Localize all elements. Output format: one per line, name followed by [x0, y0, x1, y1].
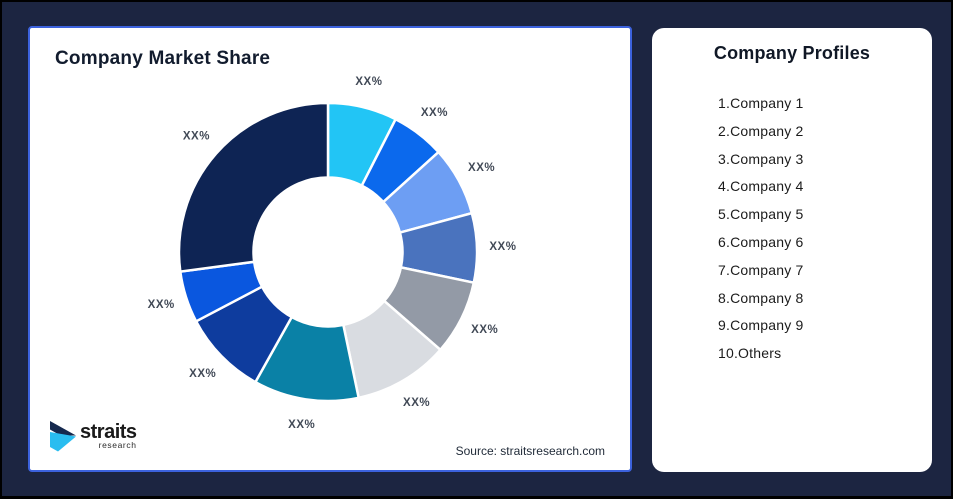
- slice-data-label: XX%: [421, 107, 448, 119]
- profile-item: 9.Company 9: [718, 312, 932, 340]
- company-profiles-card: Company Profiles 1.Company 1 2.Company 2…: [652, 28, 932, 472]
- profiles-list: 1.Company 1 2.Company 2 3.Company 3 4.Co…: [652, 90, 932, 368]
- profile-item: 6.Company 6: [718, 229, 932, 257]
- slice-data-label: XX%: [403, 397, 430, 409]
- report-screenshot: { "page": { "background_color": "#1C2541…: [0, 0, 953, 499]
- logo-text: straits research: [80, 424, 137, 450]
- donut-slice: [179, 103, 328, 272]
- slice-data-label: XX%: [189, 368, 216, 380]
- profile-item: 3.Company 3: [718, 146, 932, 174]
- market-share-card: Company Market Share XX%XX%XX%XX%XX%XX%X…: [28, 26, 632, 472]
- profile-item: 7.Company 7: [718, 257, 932, 285]
- slice-data-label: XX%: [148, 299, 175, 311]
- slice-data-label: XX%: [288, 419, 315, 431]
- profile-item: 10.Others: [718, 340, 932, 368]
- logo-brand-text: straits: [80, 424, 137, 441]
- donut-chart-container: XX% XX% XX% XX% XX% XX% XX% XX% XX% XX%: [128, 52, 528, 452]
- logo-sub-text: research: [99, 441, 137, 450]
- profile-item: 2.Company 2: [718, 118, 932, 146]
- slice-data-label: XX%: [471, 324, 498, 336]
- slice-data-label: XX%: [489, 241, 516, 253]
- background-panel: Company Market Share XX%XX%XX%XX%XX%XX%X…: [2, 2, 951, 496]
- profiles-title: Company Profiles: [652, 43, 932, 64]
- source-attribution: Source: straitsresearch.com: [456, 444, 605, 458]
- logo-arrow-icon: [50, 421, 77, 452]
- profile-item: 5.Company 5: [718, 201, 932, 229]
- straits-research-logo: straits research: [50, 421, 137, 452]
- profile-item: 8.Company 8: [718, 285, 932, 313]
- slice-data-label: XX%: [355, 76, 382, 88]
- market-share-donut-chart: XX% XX% XX% XX% XX% XX% XX% XX% XX% XX%: [128, 52, 528, 452]
- profile-item: 4.Company 4: [718, 173, 932, 201]
- profile-item: 1.Company 1: [718, 90, 932, 118]
- slice-data-label: XX%: [468, 162, 495, 174]
- slice-data-label: XX%: [183, 131, 210, 143]
